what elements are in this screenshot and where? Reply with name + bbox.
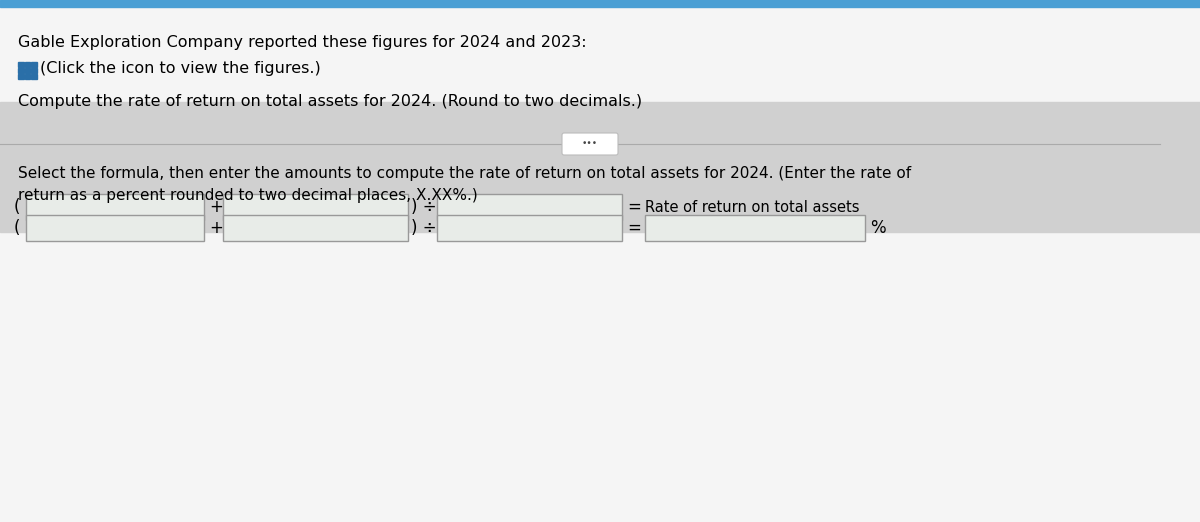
Bar xyxy=(31,68,37,73)
Text: (Click the icon to view the figures.): (Click the icon to view the figures.) xyxy=(40,61,320,76)
Bar xyxy=(18,68,24,73)
Text: ) ÷: ) ÷ xyxy=(410,219,437,237)
Bar xyxy=(31,75,37,79)
Text: Gable Exploration Company reported these figures for 2024 and 2023:: Gable Exploration Company reported these… xyxy=(18,35,587,50)
Bar xyxy=(18,75,24,79)
Text: (: ( xyxy=(14,219,20,237)
FancyBboxPatch shape xyxy=(26,194,204,220)
Text: Rate of return on total assets: Rate of return on total assets xyxy=(646,199,859,215)
Bar xyxy=(25,75,30,79)
Text: (: ( xyxy=(14,198,20,216)
FancyBboxPatch shape xyxy=(646,215,865,241)
FancyBboxPatch shape xyxy=(437,215,622,241)
Bar xyxy=(25,68,30,73)
Text: return as a percent rounded to two decimal places, X.XX%.): return as a percent rounded to two decim… xyxy=(18,188,478,203)
Text: +: + xyxy=(209,198,223,216)
Text: =: = xyxy=(628,219,641,237)
Text: Compute the rate of return on total assets for 2024. (Round to two decimals.): Compute the rate of return on total asse… xyxy=(18,94,642,109)
FancyBboxPatch shape xyxy=(223,215,408,241)
Text: =: = xyxy=(628,198,641,216)
Bar xyxy=(18,62,24,67)
Bar xyxy=(0,102,1200,232)
Bar xyxy=(31,62,37,67)
Text: ) ÷: ) ÷ xyxy=(410,198,437,216)
Bar xyxy=(0,0,1200,7)
FancyBboxPatch shape xyxy=(26,215,204,241)
FancyBboxPatch shape xyxy=(562,133,618,155)
Text: %: % xyxy=(870,219,886,237)
Text: +: + xyxy=(209,219,223,237)
Text: Select the formula, then enter the amounts to compute the rate of return on tota: Select the formula, then enter the amoun… xyxy=(18,166,911,181)
Text: •••: ••• xyxy=(582,139,598,148)
FancyBboxPatch shape xyxy=(223,194,408,220)
Bar xyxy=(25,62,30,67)
FancyBboxPatch shape xyxy=(437,194,622,220)
